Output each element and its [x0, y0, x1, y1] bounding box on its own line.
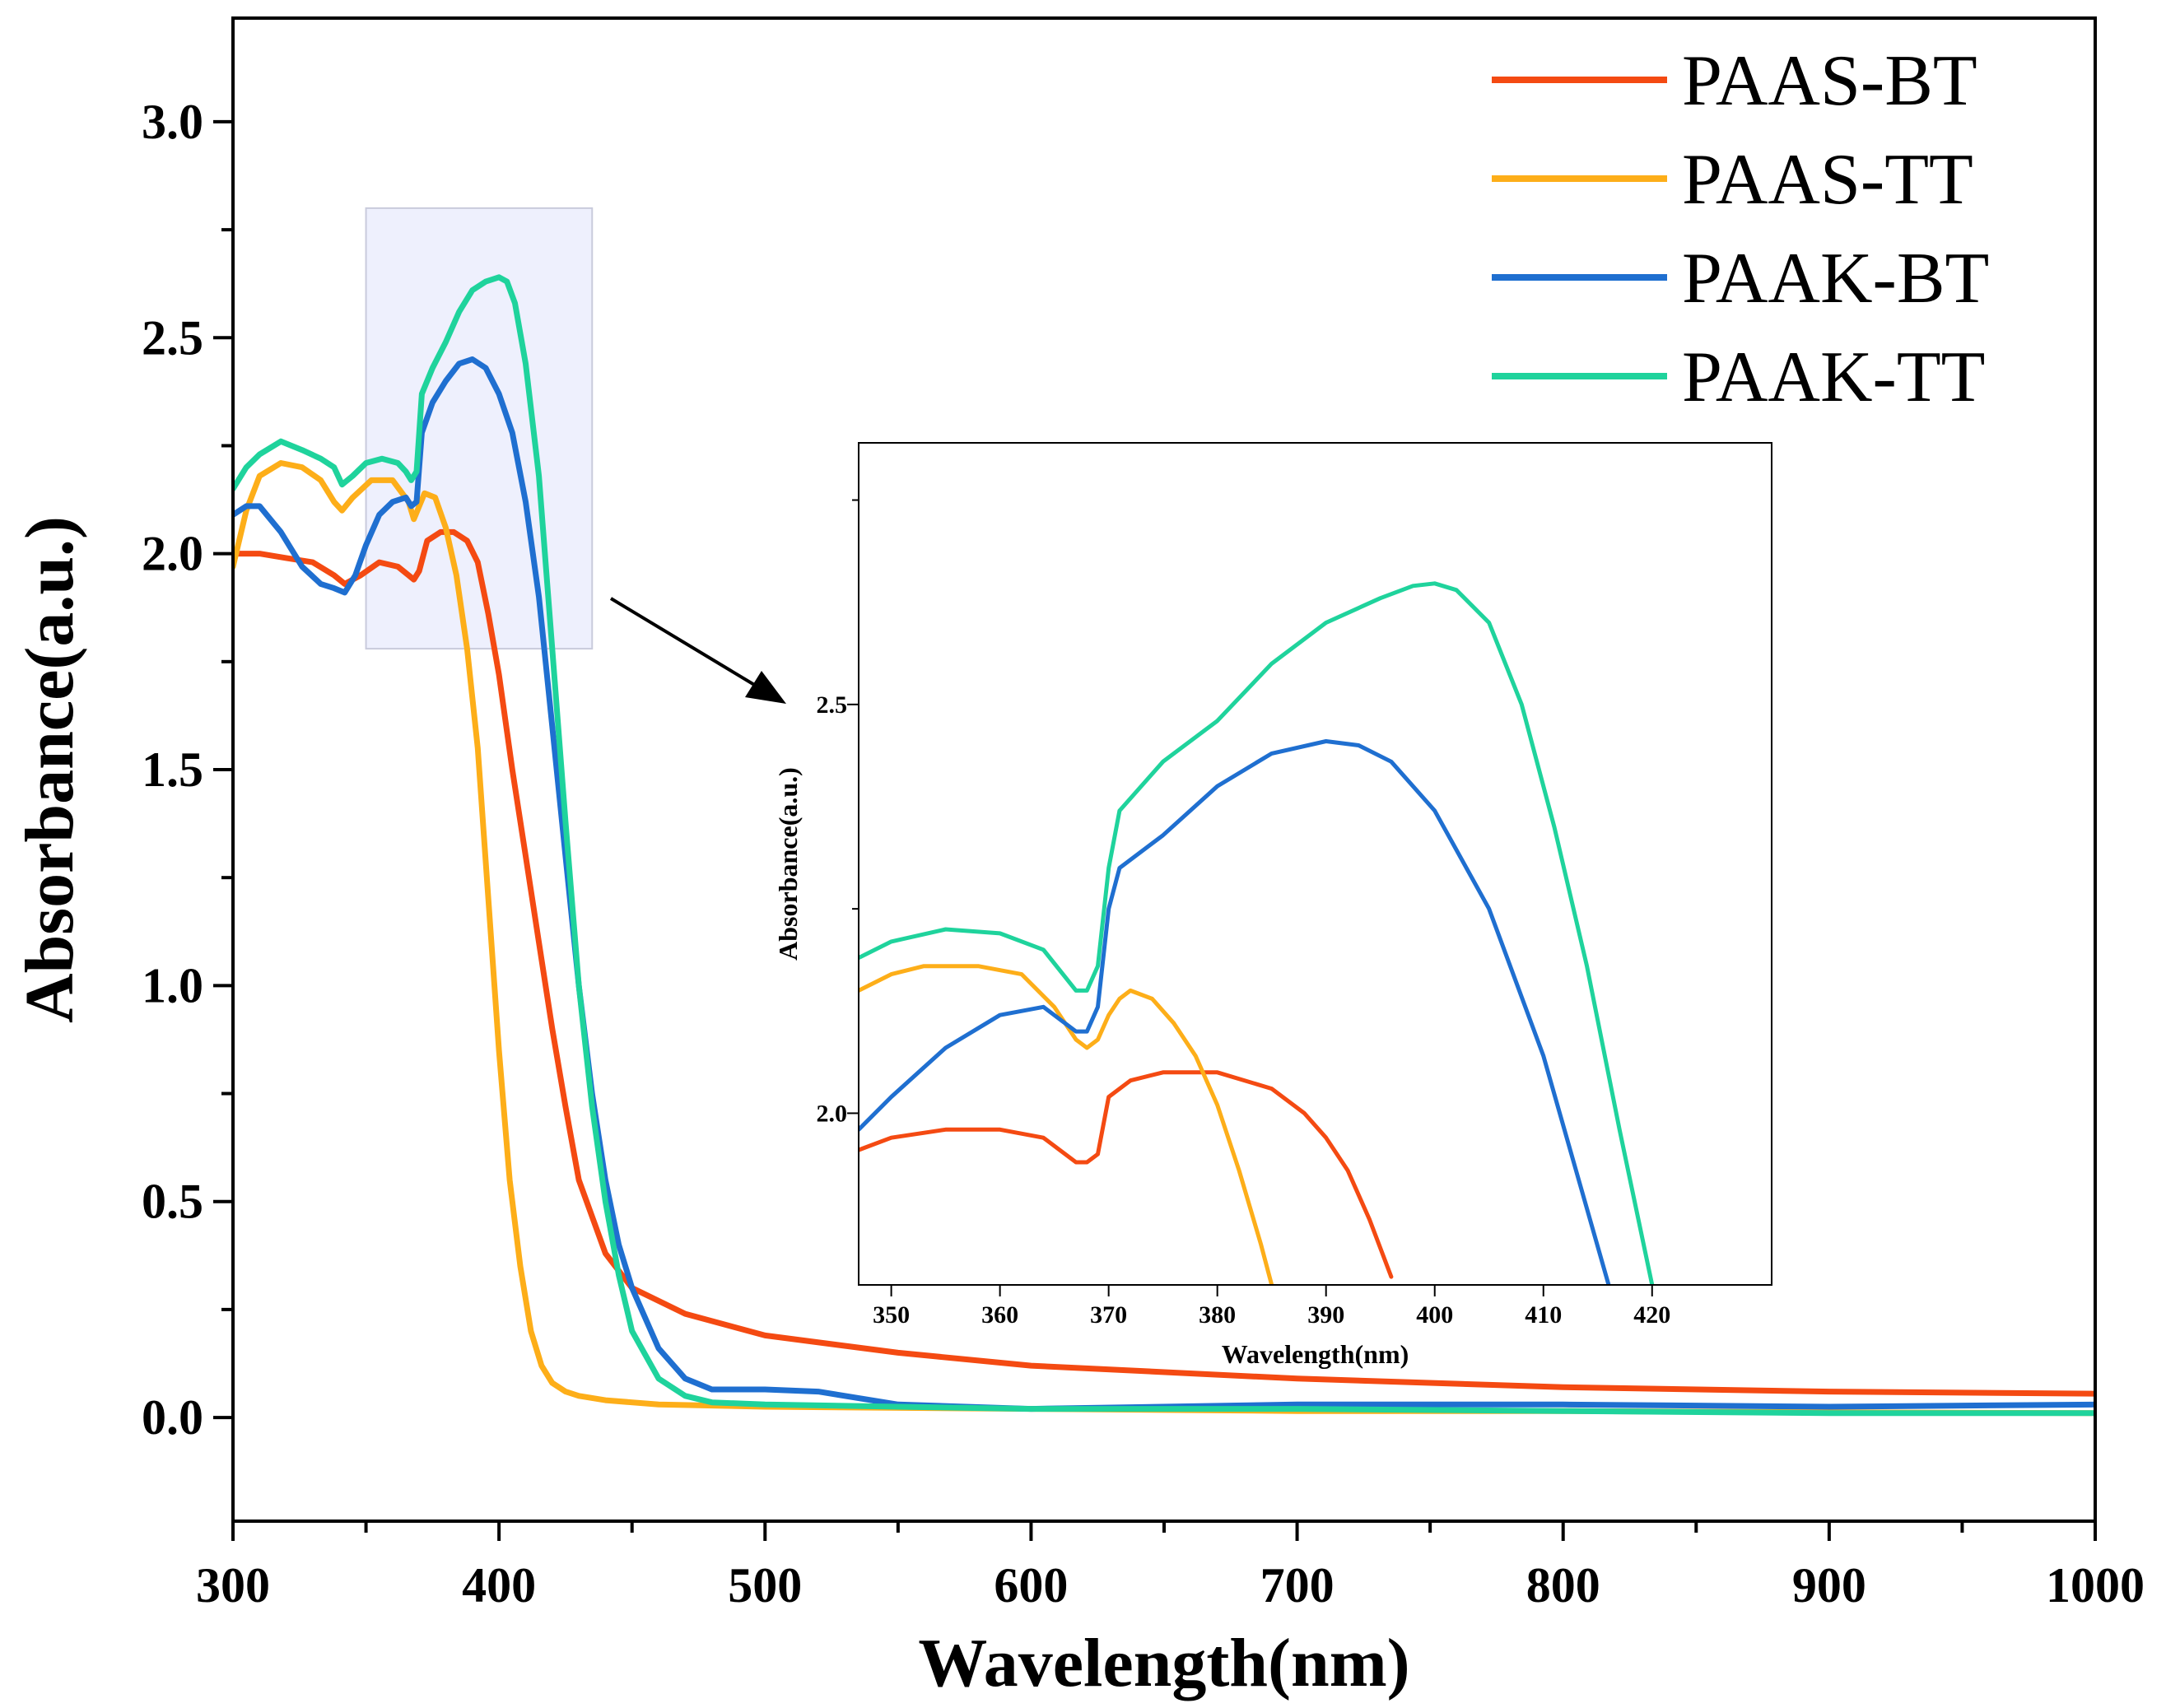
inset-axis-ticks: 350 360 370 380 390 400 410 420 2.0 2.5: [817, 499, 1670, 1329]
legend: PAAS-BT PAAS-TT PAAK-BT PAAK-TT: [1492, 41, 1989, 417]
legend-label-paak-bt: PAAK-BT: [1682, 239, 1989, 319]
main-x-tick-label: 1000: [2046, 1558, 2145, 1613]
inset-y-tick-label: 2.5: [817, 691, 848, 719]
inset-plot-frame: [858, 442, 1772, 1286]
inset-series-group: [859, 581, 1655, 1285]
main-y-tick-label: 2.5: [142, 310, 203, 365]
main-plot: 300 400 500 600 700 800 900 1000 0.0 0.5 1.0 1.5 2.0…: [12, 16, 2145, 1701]
main-x-tick-label: 900: [1792, 1558, 1866, 1613]
inset-x-axis-title: Wavelength(nm): [1222, 1339, 1409, 1369]
main-x-tick-label: 600: [994, 1558, 1068, 1613]
inset-x-tick-label: 380: [1199, 1301, 1236, 1329]
main-x-tick-label: 700: [1260, 1558, 1335, 1613]
inset-x-tick-label: 420: [1633, 1301, 1670, 1329]
main-series-paak-bt: [233, 356, 2095, 1412]
arrow-head-icon: [745, 671, 786, 704]
main-series-paas-bt: [233, 528, 2095, 1397]
legend-label-paas-tt: PAAS-TT: [1682, 140, 1973, 220]
inset-x-tick-label: 410: [1525, 1301, 1562, 1329]
inset-x-tick-label: 350: [873, 1301, 910, 1329]
inset-x-tick-label: 360: [981, 1301, 1018, 1329]
main-y-tick-label: 1.5: [142, 742, 203, 797]
inset-series-paas-tt: [859, 964, 1274, 1285]
inset-y-tick-label: 2.0: [817, 1100, 848, 1127]
legend-label-paak-tt: PAAK-TT: [1682, 337, 1985, 417]
main-x-axis-title: Wavelength(nm): [918, 1625, 1409, 1701]
inset-x-tick-label: 390: [1307, 1301, 1344, 1329]
inset-x-tick-label: 400: [1416, 1301, 1453, 1329]
inset-series-paak-bt: [859, 739, 1611, 1285]
main-y-tick-label: 1.0: [142, 958, 203, 1012]
main-x-tick-label: 800: [1526, 1558, 1600, 1613]
inset-series-paas-bt: [859, 1070, 1394, 1279]
inset-plot: 350 360 370 380 390 400 410 420 2.0 2.5 Wavelengt…: [773, 442, 1772, 1369]
inset-series-paak-tt: [859, 581, 1655, 1285]
inset-background: [859, 443, 1772, 1285]
main-series-group: [233, 274, 2095, 1417]
main-y-tick-label: 2.0: [142, 527, 203, 581]
main-y-tick-label: 0.5: [142, 1175, 203, 1229]
main-series-paak-tt: [233, 274, 2095, 1417]
main-y-tick-label: 3.0: [142, 95, 203, 149]
inset-x-tick-label: 370: [1090, 1301, 1127, 1329]
main-x-tick-label: 300: [196, 1558, 270, 1613]
zoom-arrow: [609, 597, 786, 704]
main-series-paas-tt: [233, 460, 2095, 1417]
main-axis-ticks: 300 400 500 600 700 800 900 1000 0.0 0.5 1.0 1.5 2.0…: [142, 95, 2145, 1613]
main-y-tick-label: 0.0: [142, 1390, 203, 1445]
main-x-tick-label: 400: [462, 1558, 536, 1613]
main-y-axis-title: Absorbance(a.u.): [12, 516, 88, 1023]
inset-y-axis-title: Absorbance(a.u.): [773, 767, 803, 961]
legend-label-paas-bt: PAAS-BT: [1682, 41, 1977, 121]
main-x-tick-label: 500: [728, 1558, 802, 1613]
